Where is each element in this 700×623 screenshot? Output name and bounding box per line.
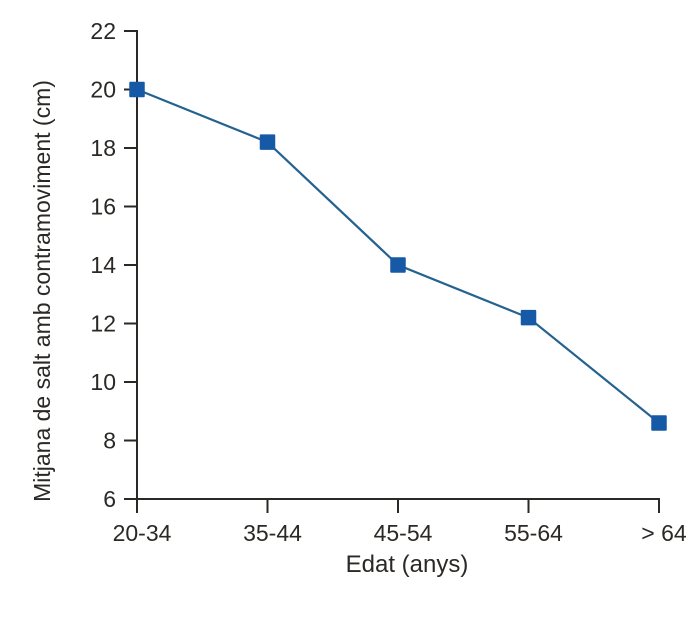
data-point-marker	[651, 415, 667, 431]
x-category-label: 35-44	[243, 520, 302, 546]
y-tick-label: 8	[103, 428, 116, 454]
data-point-marker	[129, 81, 145, 98]
x-category-label: 20-34	[113, 520, 172, 546]
x-axis-title: Edat (anys)	[345, 551, 469, 578]
y-tick-label: 18	[90, 135, 116, 161]
y-tick-label: 20	[90, 77, 116, 103]
data-point-marker	[259, 134, 276, 150]
data-line	[136, 88, 660, 424]
y-tick-label: 10	[90, 369, 116, 395]
y-tick-label: 16	[90, 194, 116, 220]
data-point-marker	[520, 309, 537, 326]
x-category-label: 45-54	[374, 520, 433, 546]
data-point-marker	[390, 257, 406, 273]
y-tick-label: 12	[90, 311, 116, 337]
y-tick-label: 22	[90, 18, 116, 44]
x-category-label: 55-64	[504, 520, 563, 546]
x-category-label: > 64	[641, 520, 687, 546]
y-tick-label: 14	[90, 252, 116, 278]
y-tick-label: 6	[103, 486, 116, 512]
